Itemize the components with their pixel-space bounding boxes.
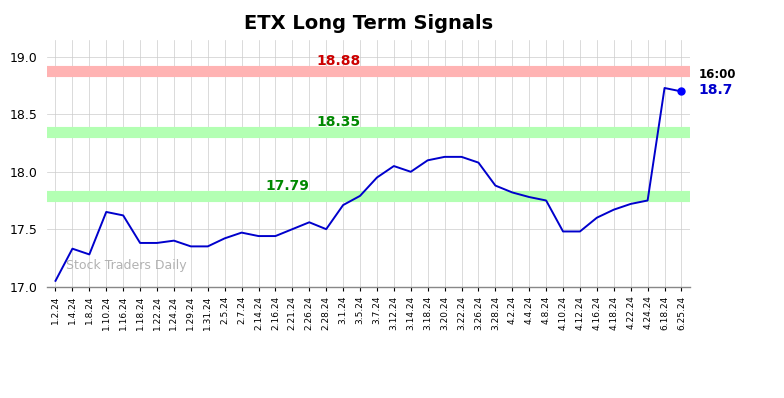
Title: ETX Long Term Signals: ETX Long Term Signals <box>244 14 493 33</box>
Text: 18.7: 18.7 <box>699 83 732 97</box>
Text: 17.79: 17.79 <box>265 179 309 193</box>
Text: 16:00: 16:00 <box>699 68 735 80</box>
Text: Stock Traders Daily: Stock Traders Daily <box>67 259 187 272</box>
Text: 18.35: 18.35 <box>316 115 361 129</box>
Text: 18.88: 18.88 <box>316 54 361 68</box>
